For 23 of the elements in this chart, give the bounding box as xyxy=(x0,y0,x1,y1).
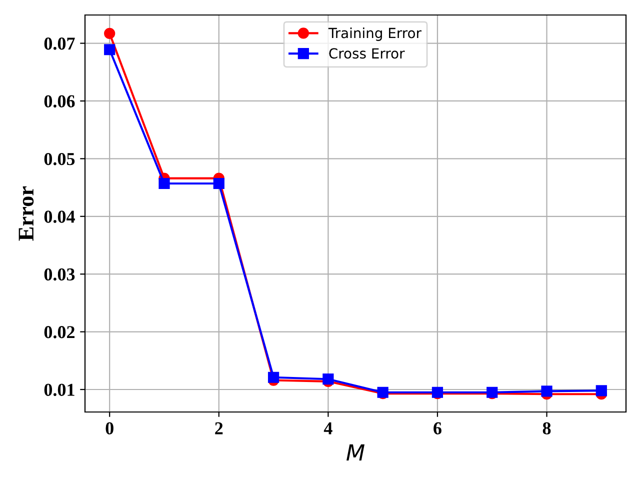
y-axis-title: Error xyxy=(18,186,34,241)
point xyxy=(104,28,116,40)
legend-label: Cross Error xyxy=(329,48,405,59)
y-tick-label: 0.07 xyxy=(44,38,75,50)
legend-label: Training Error xyxy=(328,28,422,41)
point xyxy=(596,385,607,396)
y-tick-label: 0.03 xyxy=(44,268,75,281)
y-tick-label: 0.04 xyxy=(44,210,75,223)
x-tick-label: 4 xyxy=(324,422,332,434)
point xyxy=(213,178,224,190)
point xyxy=(158,178,170,190)
y-tick-label: 0.01 xyxy=(44,384,74,396)
point xyxy=(268,372,280,383)
y-tick-label: 0.05 xyxy=(44,152,75,166)
x-tick-label: 0 xyxy=(106,422,114,434)
y-tick-label: 0.06 xyxy=(44,95,75,108)
x-tick-label: 6 xyxy=(434,422,442,434)
x-axis-title: M xyxy=(346,444,364,461)
point xyxy=(104,44,116,56)
point xyxy=(541,386,552,397)
x-tick-label: 8 xyxy=(542,422,551,434)
y-tick-label: 0.02 xyxy=(44,326,74,338)
x-tick-label: 2 xyxy=(215,422,223,434)
